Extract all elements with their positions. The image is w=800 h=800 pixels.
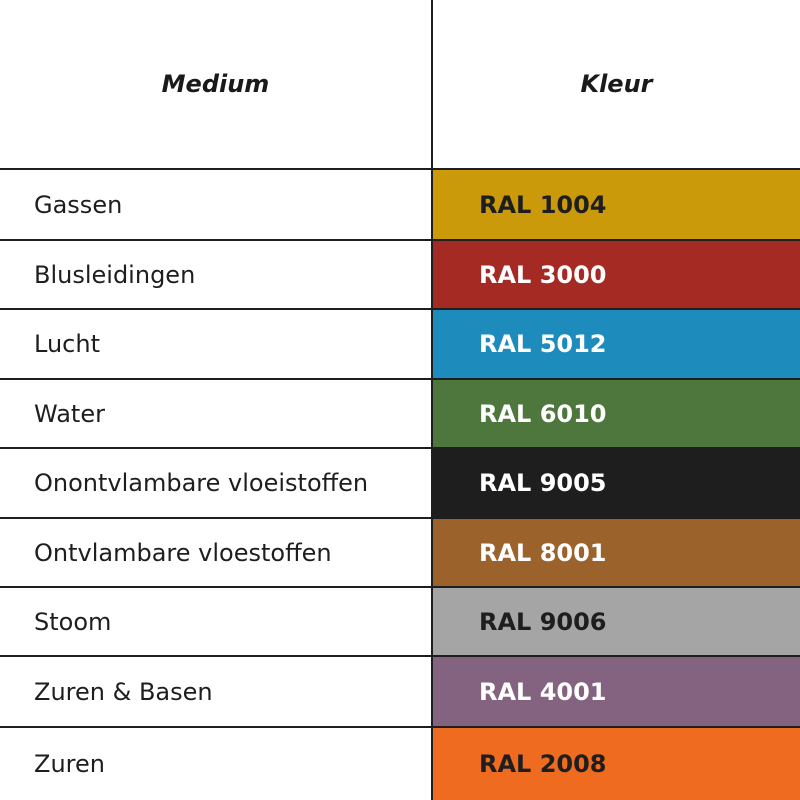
color-swatch: RAL 8001 [433, 519, 800, 586]
color-swatch: RAL 4001 [433, 657, 800, 726]
table-row: Lucht RAL 5012 [0, 310, 800, 380]
color-swatch: RAL 5012 [433, 310, 800, 378]
medium-cell: Ontvlambare vloestoffen [34, 538, 332, 567]
medium-cell: Stoom [34, 607, 112, 636]
table-row: Gassen RAL 1004 [0, 170, 800, 241]
color-swatch: RAL 2008 [433, 728, 800, 800]
table-row: Onontvlambare vloeistoffen RAL 9005 [0, 449, 800, 519]
header-kleur: Kleur [580, 70, 653, 98]
table-row: Zuren RAL 2008 [0, 728, 800, 800]
color-swatch: RAL 9005 [433, 449, 800, 517]
color-swatch: RAL 3000 [433, 241, 800, 308]
medium-cell: Blusleidingen [34, 260, 196, 289]
medium-cell: Onontvlambare vloeistoffen [34, 469, 369, 497]
medium-cell: Lucht [34, 330, 100, 358]
color-swatch: RAL 9006 [433, 588, 800, 655]
header-medium: Medium [161, 70, 270, 98]
color-swatch: RAL 6010 [433, 380, 800, 447]
table-body: Gassen RAL 1004 Blusleidingen RAL 3000 L… [0, 170, 800, 800]
medium-cell: Zuren [34, 750, 105, 778]
medium-cell: Zuren & Basen [34, 677, 213, 706]
color-swatch: RAL 1004 [433, 170, 800, 239]
column-divider [431, 0, 433, 800]
medium-cell: Water [34, 399, 105, 428]
medium-cell: Gassen [34, 190, 123, 219]
table-row: Zuren & Basen RAL 4001 [0, 657, 800, 728]
table-row: Ontvlambare vloestoffen RAL 8001 [0, 519, 800, 588]
table-row: Stoom RAL 9006 [0, 588, 800, 657]
table-header: Medium Kleur [0, 0, 800, 170]
table-row: Blusleidingen RAL 3000 [0, 241, 800, 310]
table-row: Water RAL 6010 [0, 380, 800, 449]
